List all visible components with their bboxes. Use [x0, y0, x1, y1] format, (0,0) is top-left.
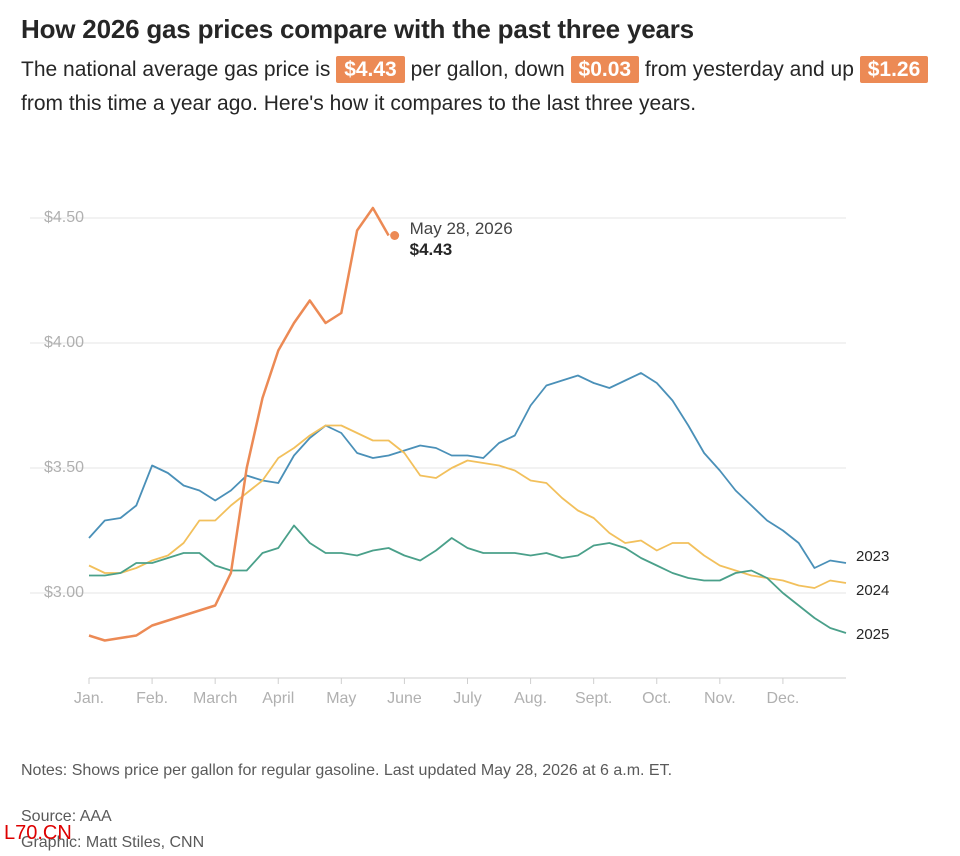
- y-tick-label: $3.50: [44, 459, 84, 476]
- y-tick-label: $4.50: [44, 209, 84, 226]
- annotation-value: $4.43: [410, 240, 453, 259]
- x-tick-label: Feb.: [136, 690, 168, 707]
- annotation-date: May 28, 2026: [410, 219, 513, 238]
- x-tick-label: Sept.: [575, 690, 612, 707]
- series-label: 2023: [856, 548, 889, 565]
- x-tick-label: Jan.: [74, 690, 104, 707]
- x-tick-label: Nov.: [704, 690, 736, 707]
- x-tick-label: Dec.: [766, 690, 799, 707]
- chart: $3.00 $3.50 $4.00 $4.50 Jan. Feb. March April Ma…: [30, 206, 889, 707]
- x-tick-label: Oct.: [642, 690, 671, 707]
- series-line: [88, 372, 847, 569]
- credit: Graphic: Matt Stiles, CNN: [21, 834, 205, 851]
- source: Source: AAA: [21, 808, 112, 825]
- subtitle-text: The national average gas price is: [21, 58, 337, 81]
- notes: Notes: Shows price per gallon for regula…: [21, 762, 673, 779]
- end-point: [390, 231, 400, 240]
- subtitle-text: from yesterday and up: [639, 58, 860, 81]
- series-line: [89, 524, 847, 634]
- x-tick-label: Aug.: [514, 690, 547, 707]
- highlight-value: $4.43: [336, 56, 405, 83]
- series-line: [88, 206, 390, 642]
- series-line: [88, 424, 847, 589]
- subtitle: The national average gas price is $4.43 …: [21, 53, 946, 121]
- x-tick-label: April: [262, 690, 294, 707]
- subtitle-text: from this time a year ago. Here's how it…: [21, 92, 697, 115]
- title: How 2026 gas prices compare with the pas…: [21, 14, 694, 44]
- series-label: 2024: [856, 582, 889, 599]
- watermark: L70.CN: [4, 822, 72, 844]
- x-tick-label: June: [387, 690, 422, 707]
- y-tick-label: $3.00: [44, 584, 84, 601]
- series-label: 2025: [856, 626, 889, 643]
- highlight-value: $1.26: [859, 56, 929, 83]
- y-tick-label: $4.00: [44, 334, 84, 351]
- highlight-value: $0.03: [570, 56, 640, 83]
- subtitle-text: per gallon, down: [404, 58, 571, 81]
- x-tick-label: March: [193, 690, 237, 707]
- x-tick-label: May: [326, 690, 356, 707]
- x-tick-label: July: [453, 690, 481, 707]
